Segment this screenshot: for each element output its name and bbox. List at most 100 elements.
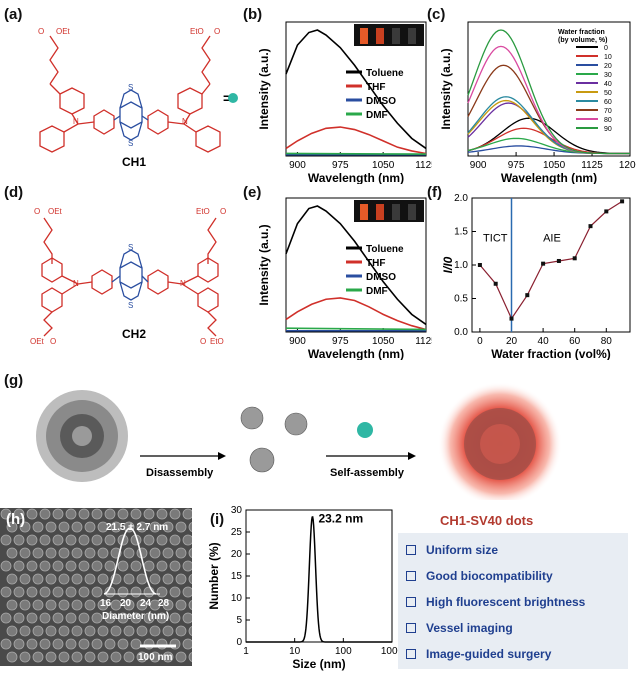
particle <box>117 638 129 650</box>
particle <box>136 651 148 663</box>
particle <box>149 599 161 611</box>
peak-label: 23.2 nm <box>318 512 363 526</box>
inset-photo <box>354 200 424 222</box>
particle <box>169 508 181 520</box>
particle <box>130 508 142 520</box>
particle <box>71 625 83 637</box>
particle <box>149 521 161 533</box>
tem-tick-24: 24 <box>140 598 152 609</box>
particle <box>45 521 57 533</box>
plot-frame <box>285 21 427 157</box>
particle <box>97 521 109 533</box>
plot-frame <box>467 21 631 157</box>
particle <box>130 560 142 572</box>
ch2-n-left: N <box>73 279 79 288</box>
particle <box>78 534 90 546</box>
y-tick-label: 0.0 <box>454 327 468 338</box>
particle <box>182 560 192 572</box>
particle <box>104 534 116 546</box>
particle <box>91 638 103 650</box>
particle <box>19 599 31 611</box>
x-tick-label: 1050 <box>372 336 395 347</box>
particle <box>26 586 38 598</box>
size-distribution-curve <box>103 527 157 595</box>
particle <box>13 612 25 624</box>
particle <box>169 612 181 624</box>
particle <box>175 547 187 559</box>
particle <box>188 625 192 637</box>
particle <box>13 586 25 598</box>
particle <box>58 625 70 637</box>
particle <box>188 547 192 559</box>
particle <box>149 625 161 637</box>
x-tick-label: 60 <box>569 336 581 347</box>
ch2-o-tr: O <box>220 207 226 216</box>
arrowhead-disassembly <box>218 452 226 460</box>
data-point <box>493 281 498 286</box>
ch1-s-bottom: S <box>128 139 133 148</box>
y-tick-label: 15 <box>231 571 243 582</box>
data-point <box>525 293 530 298</box>
particle <box>175 625 187 637</box>
arrowhead-self-assembly <box>408 452 416 460</box>
ch1-eto: EtO <box>190 27 204 36</box>
particle <box>26 612 38 624</box>
particle <box>149 651 161 663</box>
y-tick-label: 1.5 <box>454 227 468 238</box>
particle <box>91 508 103 520</box>
particle <box>130 638 142 650</box>
legend-label-30: 30 <box>604 72 612 79</box>
virus-capsid-icon <box>36 390 128 482</box>
particle <box>97 547 109 559</box>
particle <box>26 534 38 546</box>
particle <box>175 651 187 663</box>
y-tick-label: 5 <box>236 615 242 626</box>
legend-label-Toluene: Toluene <box>366 68 404 79</box>
legend-title-2: (by volume, %) <box>558 37 607 44</box>
particle <box>175 599 187 611</box>
legend-label-60: 60 <box>604 99 612 106</box>
x-tick-label: 1125 <box>415 160 432 171</box>
particle <box>162 599 174 611</box>
ch1-oet: OEt <box>56 27 71 36</box>
ch2-s-bottom: S <box>128 301 133 310</box>
legend-label-40: 40 <box>604 81 612 88</box>
particle <box>97 573 109 585</box>
particle <box>32 651 44 663</box>
tem-particles <box>0 508 192 663</box>
particle <box>91 534 103 546</box>
particle <box>52 586 64 598</box>
series-line-Toluene <box>285 205 427 326</box>
particle <box>6 573 18 585</box>
particle <box>84 599 96 611</box>
particle <box>78 560 90 572</box>
label-f: (f) <box>427 184 442 201</box>
x-tick-label: 0 <box>477 336 483 347</box>
ch2-o-br: O <box>200 337 206 346</box>
legend-label-10: 10 <box>604 54 612 61</box>
particle <box>0 534 12 546</box>
series-line-DMF <box>285 152 427 155</box>
particle <box>136 521 148 533</box>
particle <box>39 612 51 624</box>
x-tick-label: 1 <box>243 646 249 657</box>
legend-label-50: 50 <box>604 90 612 97</box>
particle <box>71 521 83 533</box>
disassembly-label: Disassembly <box>146 467 214 479</box>
label-a: (a) <box>4 6 23 23</box>
particle <box>123 651 135 663</box>
checkbox-icon <box>406 623 416 633</box>
x-tick-label: 900 <box>289 336 306 347</box>
feature-box: Uniform size Good biocompatibility High … <box>398 533 628 669</box>
particle <box>97 625 109 637</box>
x-tick-label: 40 <box>538 336 550 347</box>
particle <box>78 638 90 650</box>
particle <box>52 508 64 520</box>
x-tick-label: 900 <box>470 160 487 171</box>
particle <box>123 573 135 585</box>
series-line-Toluene <box>285 29 427 150</box>
particle <box>123 547 135 559</box>
particle <box>32 573 44 585</box>
feature-label: Uniform size <box>426 543 499 557</box>
